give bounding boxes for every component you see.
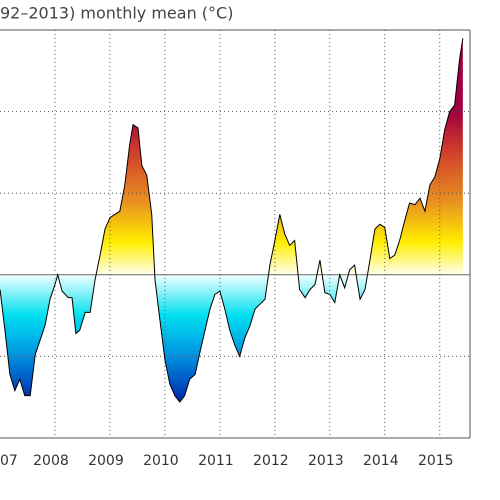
data-line [0, 38, 464, 403]
x-tick-label: 2010 [143, 453, 179, 469]
x-tick-label: 2012 [253, 453, 289, 469]
area-fill [0, 38, 463, 403]
x-tick-label: 2009 [88, 453, 124, 469]
chart-title: 92–2013) monthly mean (°C) [0, 4, 233, 23]
x-tick-label: 07 [0, 453, 18, 469]
x-tick-label: 2014 [363, 453, 399, 469]
x-tick-label: 2015 [418, 453, 454, 469]
x-tick-label: 2013 [308, 453, 344, 469]
x-tick-label: 2011 [198, 453, 234, 469]
x-tick-label: 2008 [33, 453, 69, 469]
